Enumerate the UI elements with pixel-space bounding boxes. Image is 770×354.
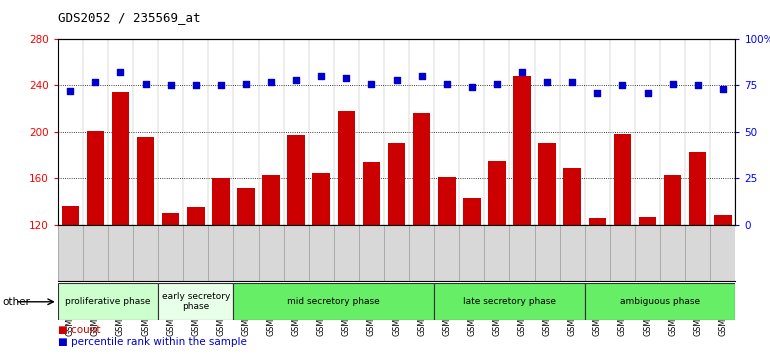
Bar	[212, 178, 229, 225]
Point	[390, 77, 403, 83]
Bar	[488, 161, 506, 225]
Point	[239, 81, 252, 86]
Bar	[639, 217, 656, 225]
Point	[541, 79, 554, 85]
Point	[340, 75, 353, 81]
Point	[416, 73, 428, 79]
Bar	[363, 162, 380, 225]
Bar	[287, 135, 305, 225]
Text: proliferative phase: proliferative phase	[65, 297, 151, 306]
Bar	[62, 206, 79, 225]
Bar	[263, 175, 280, 225]
Bar	[337, 111, 355, 225]
Point	[691, 82, 704, 88]
Bar	[689, 152, 707, 225]
Text: ambiguous phase: ambiguous phase	[620, 297, 700, 306]
Point	[64, 88, 76, 94]
Point	[566, 79, 578, 85]
Text: late secretory phase: late secretory phase	[463, 297, 556, 306]
Point	[165, 82, 177, 88]
Bar	[588, 218, 606, 225]
Point	[315, 73, 327, 79]
Bar	[162, 213, 179, 225]
Bar	[413, 113, 430, 225]
Point	[290, 77, 303, 83]
Point	[717, 86, 729, 92]
Bar	[112, 92, 129, 225]
Point	[641, 90, 654, 96]
Bar	[614, 134, 631, 225]
Point	[667, 81, 679, 86]
Text: early secretory
phase: early secretory phase	[162, 292, 230, 312]
Text: other: other	[2, 297, 30, 307]
Point	[490, 81, 503, 86]
Bar	[313, 172, 330, 225]
Bar	[514, 76, 531, 225]
Text: mid secretory phase: mid secretory phase	[287, 297, 380, 306]
Bar	[584, 283, 735, 320]
Bar	[388, 143, 405, 225]
Point	[189, 82, 202, 88]
Bar	[158, 283, 233, 320]
Point	[365, 81, 377, 86]
Point	[440, 81, 453, 86]
Bar	[137, 137, 154, 225]
Bar	[434, 283, 584, 320]
Point	[215, 82, 227, 88]
Point	[466, 84, 478, 90]
Point	[114, 70, 126, 75]
Bar	[233, 283, 434, 320]
Text: ■ count: ■ count	[58, 325, 100, 335]
Bar	[86, 131, 104, 225]
Bar	[714, 216, 732, 225]
Bar	[58, 283, 158, 320]
Point	[591, 90, 604, 96]
Bar	[538, 143, 556, 225]
Bar	[664, 175, 681, 225]
Point	[265, 79, 277, 85]
Point	[516, 70, 528, 75]
Bar	[463, 198, 480, 225]
Point	[139, 81, 152, 86]
Point	[616, 82, 628, 88]
Bar	[237, 188, 255, 225]
Bar	[187, 207, 205, 225]
Text: GDS2052 / 235569_at: GDS2052 / 235569_at	[58, 11, 200, 24]
Bar	[564, 168, 581, 225]
Bar	[438, 177, 456, 225]
Text: ■ percentile rank within the sample: ■ percentile rank within the sample	[58, 337, 246, 347]
Point	[89, 79, 102, 85]
